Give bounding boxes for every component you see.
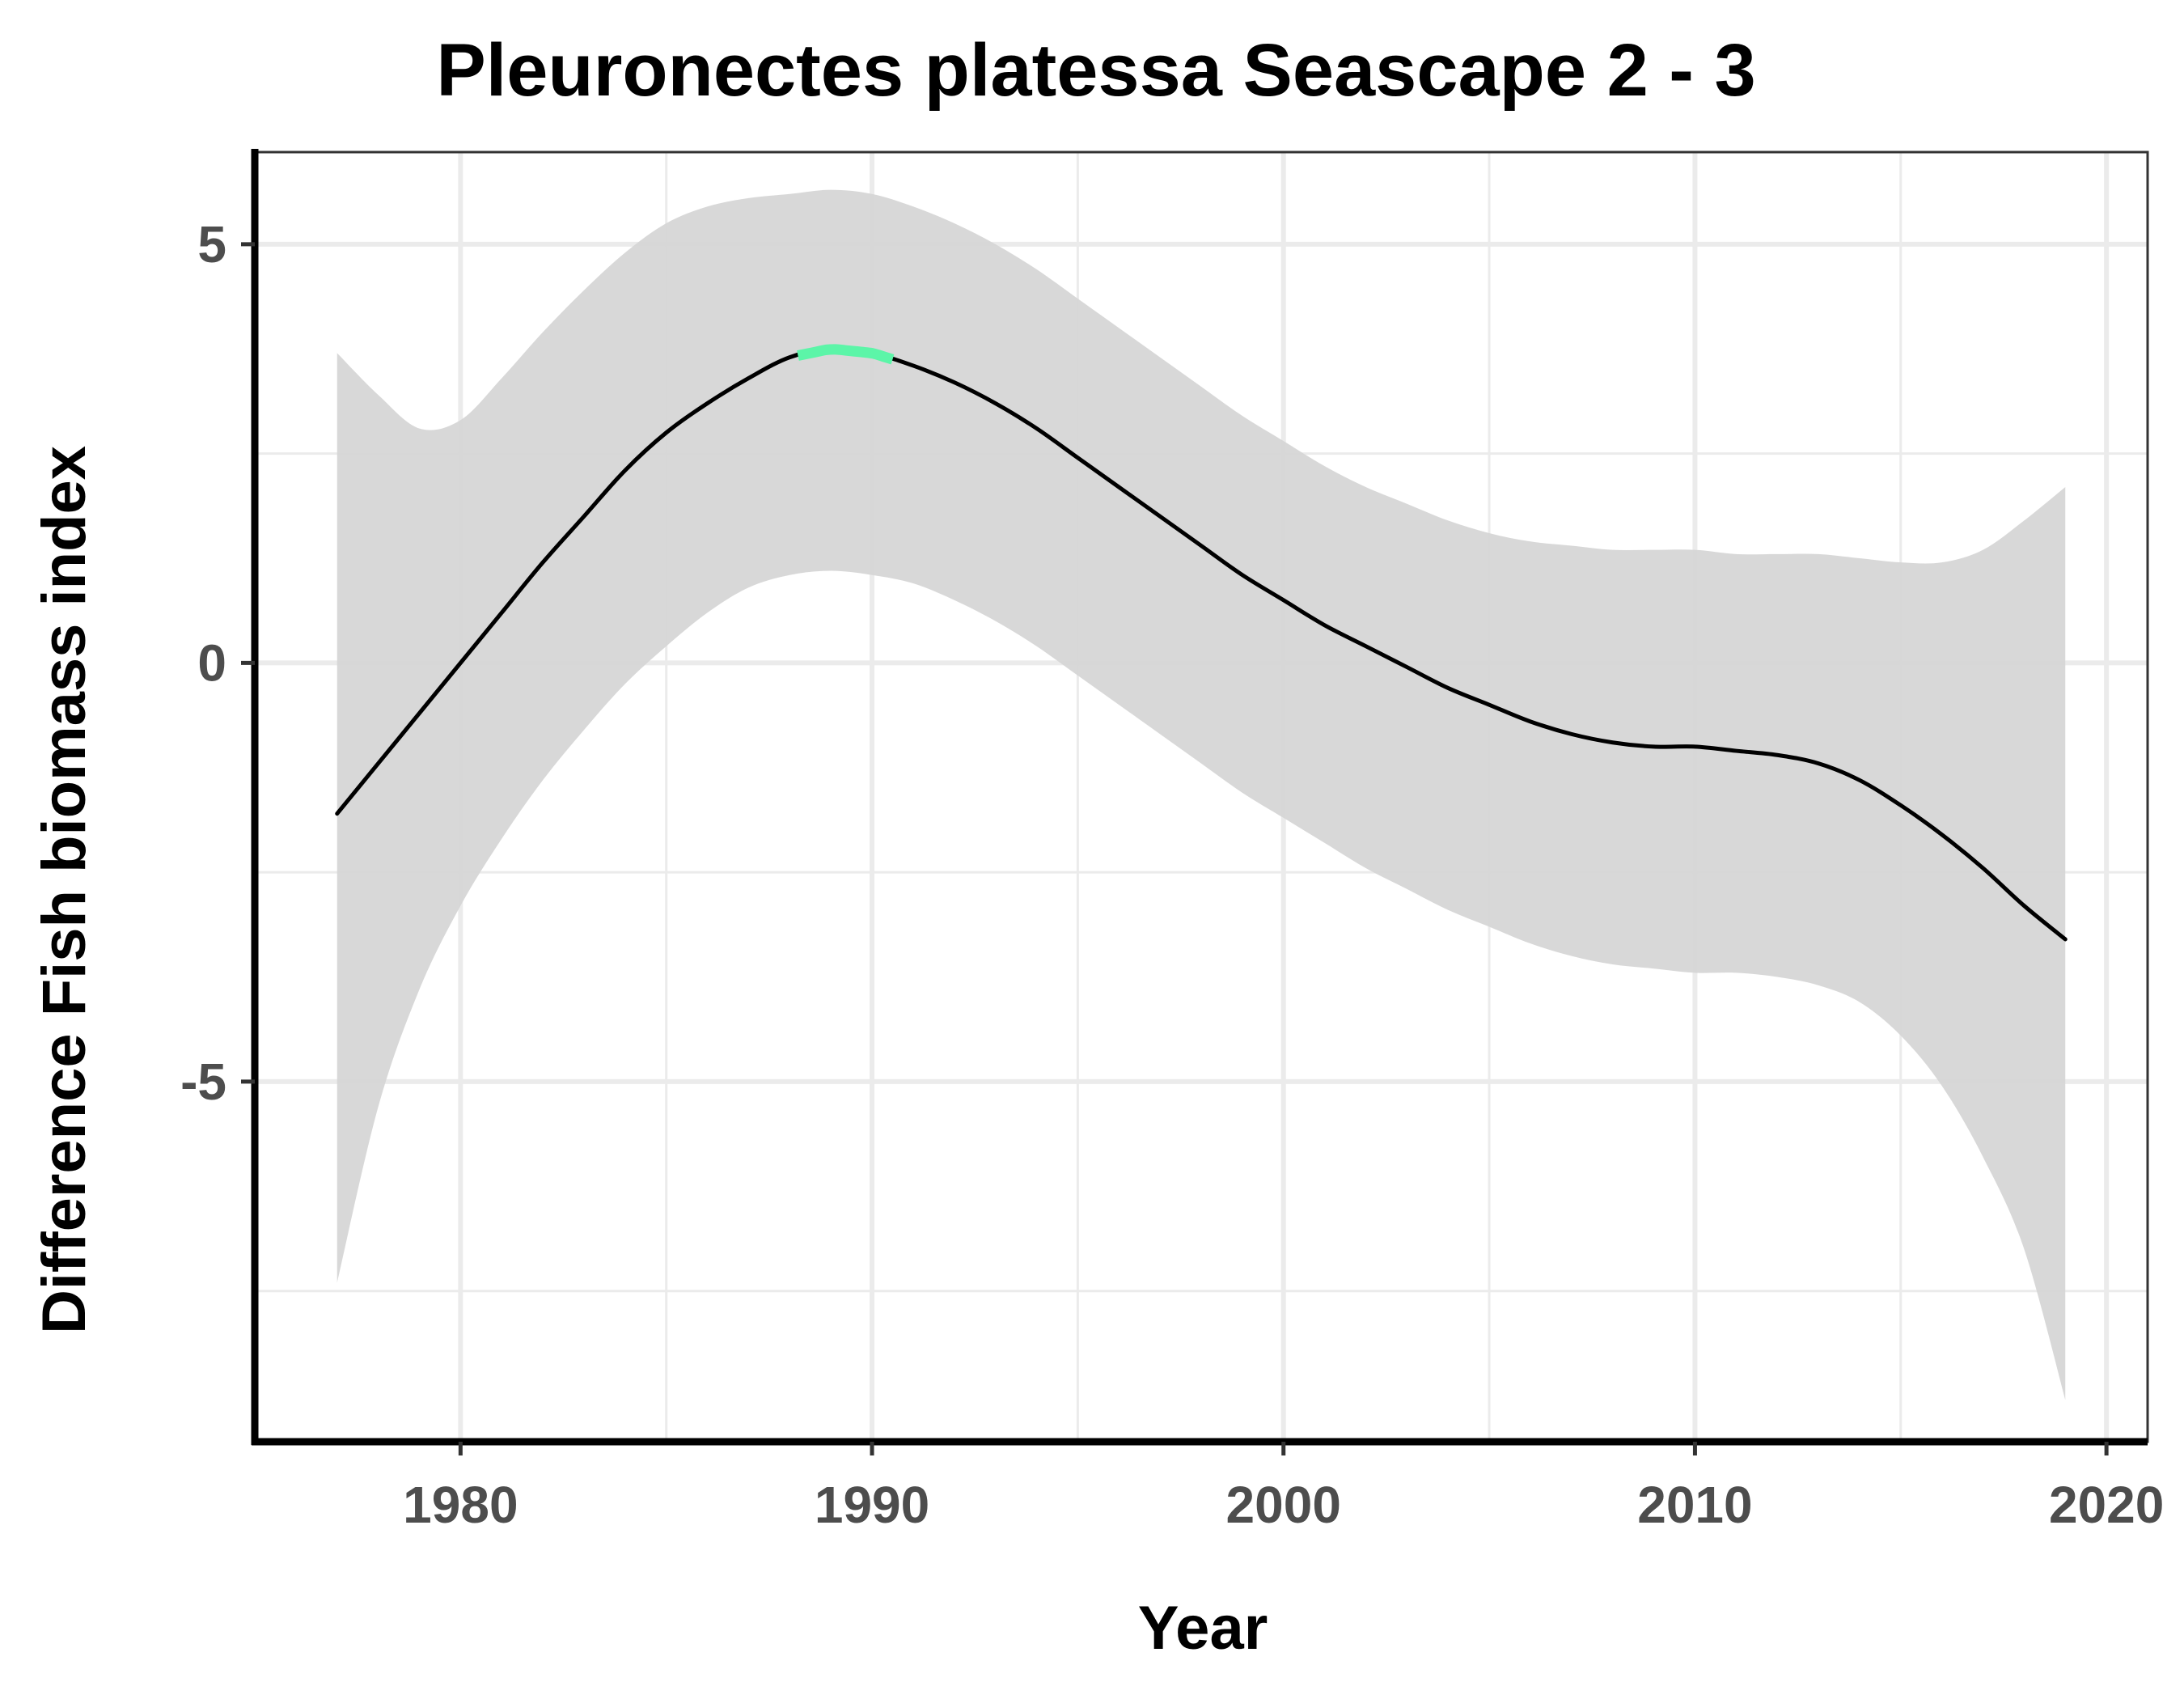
- x-tick-label: 1980: [403, 1476, 518, 1534]
- significant-segment-highlight: [797, 344, 895, 365]
- trend-line-layer: [335, 344, 2068, 942]
- x-tick-label: 1990: [815, 1476, 929, 1534]
- y-tick-label: 5: [197, 215, 226, 273]
- tick-label-layer: 1980 1990 2000 2010 2020 -5 0 5: [180, 215, 2164, 1534]
- x-tick-label: 2020: [2049, 1476, 2164, 1534]
- trend-line: [335, 346, 2068, 942]
- chart-title: Pleuronectes platessa Seascape 2 - 3: [436, 29, 1755, 112]
- y-axis-title: Difference Fish biomass index: [30, 446, 99, 1334]
- x-tick-label: 2000: [1226, 1476, 1341, 1534]
- confidence-band-layer: [336, 189, 2066, 1400]
- axis-layer: [251, 149, 2149, 1446]
- confidence-band: [336, 189, 2066, 1400]
- x-axis-title: Year: [1138, 1594, 1268, 1663]
- y-tick-label: -5: [180, 1053, 226, 1111]
- x-tick-label: 2010: [1637, 1476, 1752, 1534]
- y-tick-label: 0: [197, 633, 226, 692]
